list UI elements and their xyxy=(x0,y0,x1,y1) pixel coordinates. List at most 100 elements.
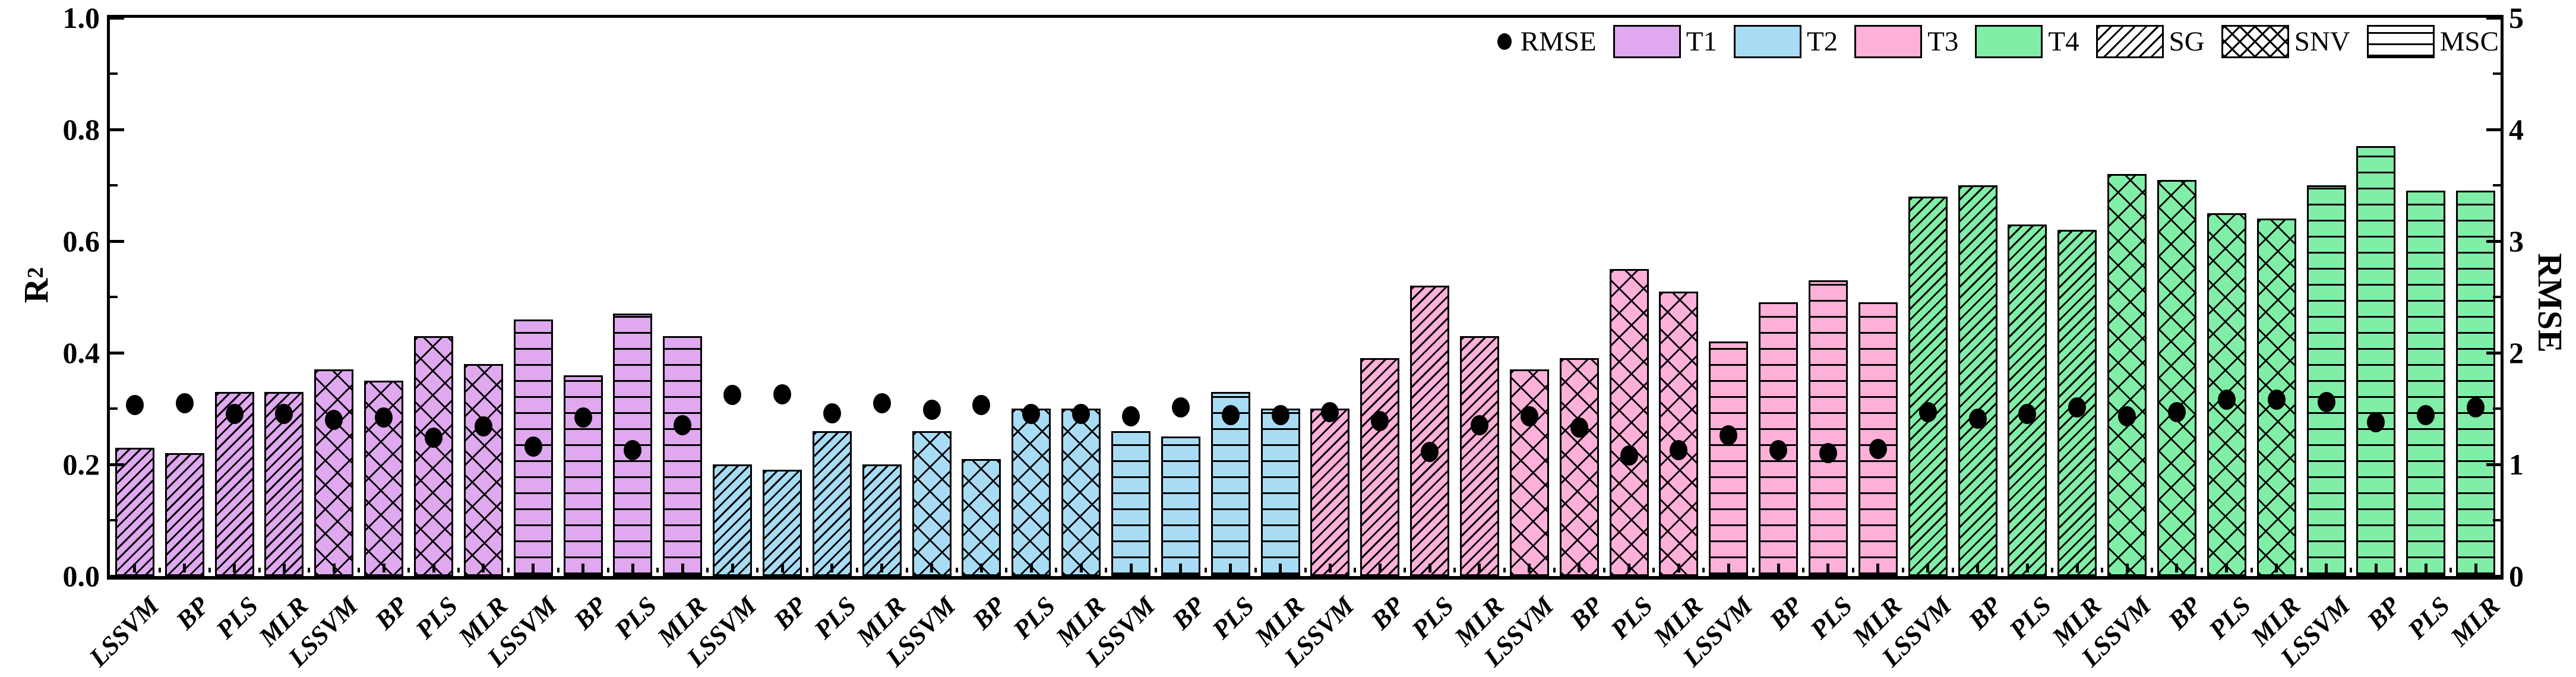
legend-label-T3: T3 xyxy=(1927,26,1959,57)
x-major-tick xyxy=(1229,564,1232,572)
x-major-tick xyxy=(830,564,834,572)
rmse-dot-T1-SNV-MLR xyxy=(474,416,492,437)
x-label-5-BP: BP xyxy=(369,591,414,635)
x-major-tick xyxy=(1378,564,1382,572)
rmse-dot-T4-SNV-PLS xyxy=(2217,389,2236,410)
bar-T1-SNV-PLS xyxy=(414,336,454,576)
x-label-9-BP: BP xyxy=(568,591,613,635)
rmse-dot-T1-MSC-PLS xyxy=(624,439,642,460)
x-major-tick xyxy=(133,564,137,572)
rmse-dot-T2-MSC-PLS xyxy=(1221,405,1240,426)
x-minor-tick xyxy=(1154,568,1157,572)
rmse-dot-T2-MSC-MLR xyxy=(1271,405,1289,426)
right-minor-tick xyxy=(2493,296,2501,298)
bar-T3-SG-LSSVM xyxy=(1310,409,1350,576)
rmse-dot-T4-MSC-PLS xyxy=(2417,405,2435,426)
right-minor-tick xyxy=(2493,519,2501,521)
x-major-tick xyxy=(681,564,684,572)
x-major-tick xyxy=(2225,564,2229,572)
x-major-tick xyxy=(1029,564,1033,572)
x-minor-tick xyxy=(1204,568,1207,572)
right-tick-label: 4 xyxy=(2509,113,2524,146)
rmse-dot-T3-MSC-BP xyxy=(1769,439,1788,460)
legend-item-T3: T3 xyxy=(1854,25,1958,58)
rmse-dot-T1-SG-LSSVM xyxy=(125,395,144,416)
x-major-tick xyxy=(1976,564,1980,572)
x-major-tick xyxy=(183,564,187,572)
bar-T1-SG-LSSVM xyxy=(115,447,154,576)
left-major-tick xyxy=(110,574,124,578)
rmse-dot-T1-MSC-MLR xyxy=(674,415,692,436)
x-minor-tick xyxy=(1901,568,1904,572)
bar-T4-MSC-BP xyxy=(2356,146,2396,576)
x-minor-tick xyxy=(1702,568,1705,572)
bar-T4-SNV-LSSVM xyxy=(2107,174,2147,576)
x-minor-tick xyxy=(756,568,759,572)
bar-T2-SNV-BP xyxy=(962,458,1001,576)
x-label-17-BP: BP xyxy=(966,591,1012,635)
right-major-tick xyxy=(2486,463,2501,466)
rmse-dot-T3-SG-PLS xyxy=(1421,442,1439,463)
rmse-dot-T2-MSC-BP xyxy=(1171,397,1190,418)
x-major-tick xyxy=(1428,564,1431,572)
x-minor-tick xyxy=(1603,568,1605,572)
bar-T3-SG-BP xyxy=(1360,358,1400,576)
bar-T2-MSC-MLR xyxy=(1260,409,1300,576)
rmse-dot-T4-MSC-LSSVM xyxy=(2317,391,2335,412)
bar-T2-MSC-PLS xyxy=(1210,391,1250,576)
rmse-dot-T1-MSC-BP xyxy=(574,407,592,428)
x-major-tick xyxy=(282,564,286,572)
rmse-dot-T1-SNV-PLS xyxy=(425,427,443,448)
x-major-tick xyxy=(1179,564,1183,572)
x-major-tick xyxy=(2075,564,2079,572)
rmse-dot-T4-SG-MLR xyxy=(2068,397,2087,418)
bar-T1-MSC-LSSVM xyxy=(513,319,553,576)
rmse-dot-T2-SNV-MLR xyxy=(1072,404,1091,425)
x-major-tick xyxy=(1926,564,1930,572)
x-minor-tick xyxy=(507,568,510,572)
x-major-tick xyxy=(631,564,634,572)
x-minor-tick xyxy=(2350,568,2353,572)
left-tick-label: 0.6 xyxy=(62,224,100,258)
x-label-13-BP: BP xyxy=(767,591,812,635)
rmse-dot-T2-SNV-LSSVM xyxy=(922,399,941,420)
legend-label-T1: T1 xyxy=(1686,26,1717,57)
x-label-2-PLS: PLS xyxy=(210,591,264,645)
x-label-10-PLS: PLS xyxy=(609,591,663,645)
rmse-dot-T4-SG-LSSVM xyxy=(1918,401,1937,422)
bar-T3-SG-PLS xyxy=(1410,286,1450,576)
plot-area xyxy=(107,15,2504,580)
rmse-dot-T1-SG-BP xyxy=(175,393,194,413)
rmse-dot-T4-MSC-MLR xyxy=(2467,397,2485,418)
x-minor-tick xyxy=(2151,568,2154,572)
bar-T2-SNV-MLR xyxy=(1061,409,1101,576)
x-major-tick xyxy=(1129,564,1133,572)
rmse-dot-T3-SNV-MLR xyxy=(1670,439,1688,460)
x-minor-tick xyxy=(2400,568,2403,572)
bar-T4-SG-BP xyxy=(1958,185,1997,576)
x-minor-tick xyxy=(1851,568,1854,572)
x-minor-tick xyxy=(358,568,361,572)
x-label-47-MLR: MLR xyxy=(2444,591,2506,652)
x-major-tick xyxy=(1279,564,1282,572)
bar-T4-MSC-LSSVM xyxy=(2306,185,2346,576)
x-major-tick xyxy=(780,564,784,572)
x-label-33-BP: BP xyxy=(1763,591,1809,635)
x-minor-tick xyxy=(2101,568,2104,572)
left-tick-label: 1.0 xyxy=(62,1,100,34)
bar-T1-MSC-BP xyxy=(563,375,603,576)
x-minor-tick xyxy=(2051,568,2054,572)
x-minor-tick xyxy=(258,568,261,572)
legend-item-SG: SG xyxy=(2095,25,2205,58)
x-minor-tick xyxy=(308,568,311,572)
legend-label-SG: SG xyxy=(2169,26,2205,57)
x-minor-tick xyxy=(2200,568,2203,572)
x-major-tick xyxy=(1627,564,1631,572)
x-minor-tick xyxy=(1105,568,1108,572)
right-tick-label: 5 xyxy=(2509,1,2524,34)
x-label-26-PLS: PLS xyxy=(1406,591,1460,645)
rmse-dot-T3-SNV-LSSVM xyxy=(1520,406,1538,427)
rmse-dot-T3-SG-LSSVM xyxy=(1321,401,1339,422)
x-major-tick xyxy=(2325,564,2328,572)
bar-T3-MSC-PLS xyxy=(1808,280,1848,576)
